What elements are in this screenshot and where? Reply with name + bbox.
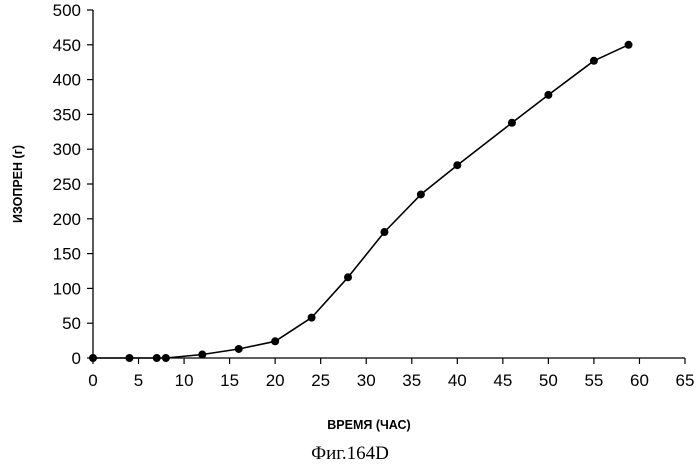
y-tick-label: 150: [53, 245, 81, 264]
data-point: [89, 354, 97, 362]
data-point: [417, 190, 425, 198]
y-tick-label: 450: [53, 36, 81, 55]
x-tick-label: 45: [493, 371, 512, 390]
x-tick-label: 60: [630, 371, 649, 390]
data-point: [508, 119, 516, 127]
data-point: [344, 273, 352, 281]
y-axis-title: ИЗОПРЕН (г): [11, 145, 25, 223]
x-tick-label: 35: [402, 371, 421, 390]
x-axis-title: ВРЕМЯ (ЧАС): [327, 418, 410, 432]
y-ticks-group: 0 50 100 150 200 250 300 350 400 450 500: [53, 1, 93, 368]
y-tick-label: 50: [62, 314, 81, 333]
x-tick-label: 55: [584, 371, 603, 390]
figure-caption: Фиг.164D: [311, 443, 389, 464]
y-tick-label: 300: [53, 140, 81, 159]
data-point: [453, 161, 461, 169]
data-point: [544, 91, 552, 99]
data-point: [308, 314, 316, 322]
x-tick-label: 65: [676, 371, 695, 390]
data-point: [590, 57, 598, 65]
y-tick-label: 250: [53, 175, 81, 194]
data-point: [271, 337, 279, 345]
y-tick-label: 0: [72, 349, 81, 368]
data-point: [625, 41, 633, 49]
x-tick-label: 15: [220, 371, 239, 390]
y-tick-label: 500: [53, 1, 81, 20]
x-tick-label: 0: [88, 371, 97, 390]
y-tick-label: 400: [53, 71, 81, 90]
x-tick-label: 20: [266, 371, 285, 390]
series-layer: [89, 41, 633, 362]
data-point: [380, 228, 388, 236]
x-tick-label: 10: [175, 371, 194, 390]
x-ticks-group: 0 5 10 15 20 25 30 35 40 45 50 55 60 65: [88, 358, 694, 390]
x-tick-label: 25: [311, 371, 330, 390]
x-tick-label: 50: [539, 371, 558, 390]
x-tick-label: 30: [357, 371, 376, 390]
y-tick-label: 350: [53, 105, 81, 124]
y-tick-label: 200: [53, 210, 81, 229]
data-point: [162, 354, 170, 362]
data-point: [125, 354, 133, 362]
data-point: [198, 351, 206, 359]
y-tick-label: 100: [53, 279, 81, 298]
data-point: [235, 345, 243, 353]
x-tick-label: 40: [448, 371, 467, 390]
data-point: [153, 354, 161, 362]
x-tick-label: 5: [134, 371, 143, 390]
